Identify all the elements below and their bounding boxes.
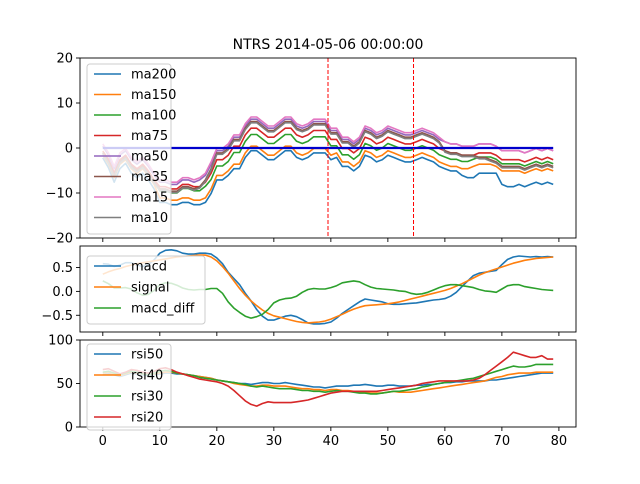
y-tick-label: 10	[56, 97, 73, 112]
macd-panel: 0.5 0.0 −0.5 macd signal macd_diff	[41, 245, 577, 336]
macd-y-axis: 0.5 0.0 −0.5	[41, 261, 560, 336]
legend-label-macd_diff: macd_diff	[131, 302, 195, 317]
ma-legend: ma200 ma150 ma100 ma75 ma50 ma35 ma15 ma10	[86, 63, 176, 235]
y-tick-label: 100	[48, 334, 73, 349]
y-tick-label: 0	[65, 142, 73, 157]
x-tick-label: 0	[99, 434, 107, 449]
rsi-legend: rsi50 rsi40 rsi30 rsi20	[86, 343, 172, 431]
legend-frame	[86, 63, 172, 235]
legend-label-rsi50: rsi50	[131, 348, 163, 363]
ma-y-axis: 20 10 0 −10 −20	[46, 52, 560, 247]
legend-label-rsi20: rsi20	[131, 411, 163, 426]
legend-label-ma200: ma200	[131, 68, 176, 83]
series-line-ma75	[102, 127, 554, 190]
y-tick-label: −0.5	[41, 309, 73, 324]
legend-label-rsi30: rsi30	[131, 390, 163, 405]
legend-label-ma35: ma35	[131, 170, 168, 185]
series-line-rsi20	[102, 351, 554, 407]
legend-frame	[86, 343, 172, 431]
chart-title: NTRS 2014-05-06 00:00:00	[233, 37, 424, 53]
macd-legend: macd signal macd_diff	[86, 255, 206, 325]
x-tick-label: 50	[380, 434, 397, 449]
rsi-series-lines	[102, 351, 554, 407]
legend-label-ma150: ma150	[131, 88, 176, 103]
series-line-macd	[102, 249, 554, 325]
rsi-panel: 100 50 0 0 10 20 30 40 50 60 70 80 rsi50 rsi40 rsi30…	[48, 334, 577, 449]
legend-label-ma10: ma10	[131, 211, 168, 226]
x-tick-label: 40	[323, 434, 340, 449]
series-line-ma10	[102, 122, 554, 194]
y-tick-label: 0	[65, 421, 73, 436]
y-tick-label: −20	[46, 232, 73, 247]
y-tick-label: −10	[46, 187, 73, 202]
legend-label-macd: macd	[131, 260, 167, 275]
ma-series-lines	[102, 58, 554, 238]
legend-frame	[86, 255, 206, 325]
y-tick-label: 0.0	[52, 285, 73, 300]
series-line-ma15	[102, 116, 554, 183]
macd-panel-frame	[79, 245, 577, 333]
legend-label-signal: signal	[131, 281, 169, 296]
x-tick-label: 70	[494, 434, 511, 449]
legend-label-ma100: ma100	[131, 109, 176, 124]
x-tick-label: 60	[437, 434, 454, 449]
rsi-y-axis: 100 50 0	[48, 334, 80, 436]
x-tick-label: 10	[152, 434, 169, 449]
x-tick-label: 30	[266, 434, 283, 449]
x-axis: 0 10 20 30 40 50 60 70 80	[99, 427, 568, 449]
y-tick-label: 0.5	[52, 261, 73, 276]
x-tick-label: 80	[551, 434, 568, 449]
legend-label-ma75: ma75	[131, 129, 168, 144]
x-tick-label: 20	[209, 434, 226, 449]
legend-label-ma15: ma15	[131, 191, 168, 206]
y-tick-label: 50	[56, 377, 73, 392]
y-tick-label: 20	[56, 52, 73, 67]
legend-label-ma50: ma50	[131, 150, 168, 165]
legend-label-rsi40: rsi40	[131, 369, 163, 384]
